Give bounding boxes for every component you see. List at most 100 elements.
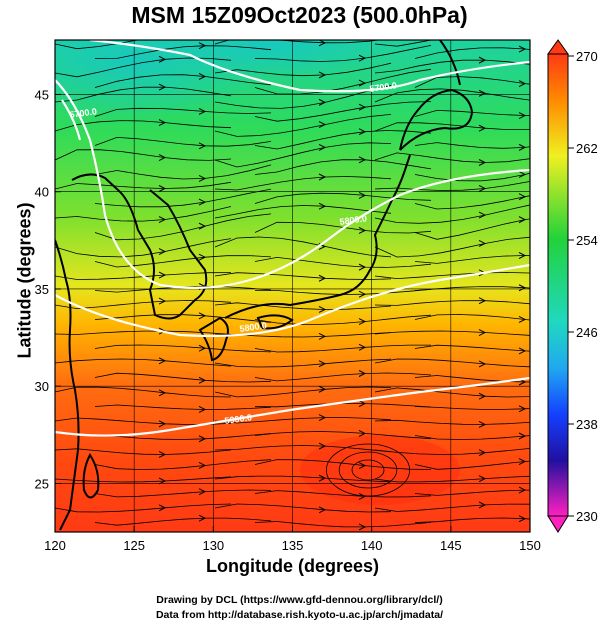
credit-drawing: Drawing by DCL (https://www.gfd-dennou.o… <box>156 594 443 606</box>
flow-arrowhead <box>198 344 207 352</box>
flow-arrowhead <box>318 98 327 106</box>
swirl-streamline <box>351 459 385 481</box>
coastline-shikoku <box>256 314 294 330</box>
flow-arrowhead <box>478 185 487 192</box>
flow-arrowhead <box>478 89 487 97</box>
streamline <box>414 76 530 88</box>
map-plot-area: 5700.0 5800.0 5700.0 5800.0 5900.0 <box>55 40 530 532</box>
flow-arrowhead <box>478 392 487 400</box>
flow-arrowhead <box>198 406 207 413</box>
flow-arrowhead <box>158 357 167 365</box>
height-contour-line <box>55 376 530 437</box>
flow-arrowhead <box>198 142 207 150</box>
flow-arrowhead <box>358 400 367 408</box>
coastline-korea <box>71 173 208 320</box>
streamline <box>414 314 530 321</box>
flow-arrowhead <box>198 376 207 384</box>
flow-arrowhead <box>358 79 367 87</box>
flow-arrowhead <box>478 159 487 166</box>
flow-arrowhead <box>518 171 527 178</box>
flow-arrowhead <box>198 175 207 182</box>
streamline <box>55 238 232 258</box>
streamline <box>374 419 530 425</box>
streamline <box>55 358 232 367</box>
flow-arrowhead <box>478 211 487 219</box>
streamline <box>214 302 392 310</box>
flow-arrowhead <box>518 316 527 323</box>
coastline-taiwan <box>82 453 100 499</box>
flow-arrowhead <box>158 185 167 192</box>
streamline <box>254 192 432 204</box>
streamline <box>254 256 432 268</box>
streamline <box>374 387 530 398</box>
flow-arrowhead <box>318 40 327 47</box>
grid-lines <box>55 40 530 532</box>
flow-arrowhead <box>318 385 327 393</box>
flow-arrowhead <box>318 121 327 128</box>
flow-arrowhead <box>198 488 207 496</box>
flow-arrowhead <box>198 198 207 206</box>
y-tick-label: 25 <box>35 476 49 491</box>
streamline <box>374 272 530 280</box>
streamline <box>94 74 272 88</box>
streamline <box>254 344 431 353</box>
streamline <box>414 489 530 496</box>
flow-arrowhead <box>478 56 487 64</box>
flow-arrowhead <box>158 216 167 223</box>
flow-arrowhead <box>518 432 527 440</box>
streamline <box>414 435 530 440</box>
streamline <box>374 236 530 258</box>
streamline <box>254 521 432 528</box>
flow-arrowhead <box>358 492 367 500</box>
coastline-sakhalin <box>439 40 461 86</box>
flow-arrowhead <box>318 360 327 368</box>
streamline <box>55 206 232 222</box>
x-tick-label: 150 <box>519 538 541 553</box>
streamline <box>94 489 272 498</box>
y-tick-label: 45 <box>35 87 49 102</box>
streamline <box>414 255 530 264</box>
streamline <box>214 114 392 137</box>
coastline-kyushu <box>198 316 229 362</box>
streamline <box>414 460 530 470</box>
streamline <box>414 195 530 210</box>
contour-label: 5900.0 <box>224 412 253 426</box>
flow-arrowhead <box>158 504 167 512</box>
flow-arrowhead <box>478 240 487 247</box>
flow-arrowhead <box>518 45 527 53</box>
flow-arrowhead <box>478 360 487 368</box>
flow-arrowhead <box>318 202 327 210</box>
flow-arrowhead <box>358 227 367 234</box>
flow-arrowhead <box>518 347 527 355</box>
credit-data: Data from http://database.rish.kyoto-u.a… <box>155 609 444 621</box>
streamline <box>214 386 392 398</box>
flow-arrowhead <box>158 420 167 428</box>
flow-arrowhead <box>318 474 327 482</box>
flow-arrowhead <box>358 430 367 437</box>
streamline <box>374 358 530 368</box>
flow-arrowhead <box>158 389 167 397</box>
x-tick-label: 130 <box>202 538 224 553</box>
streamline <box>214 475 392 483</box>
flow-arrowhead <box>318 506 327 514</box>
flow-arrowhead <box>198 253 207 261</box>
flow-arrowhead <box>198 42 207 50</box>
colorbar-bottom-arrow <box>547 515 569 533</box>
flow-arrowhead <box>318 442 327 450</box>
coastline-hokkaido <box>399 88 474 151</box>
flow-arrowhead <box>318 306 327 313</box>
flow-arrowhead <box>198 435 207 443</box>
streamline <box>414 344 530 352</box>
streamline <box>55 40 140 50</box>
flow-arrowhead <box>318 332 327 340</box>
streamline <box>374 475 530 483</box>
flow-arrowhead <box>478 475 487 483</box>
streamline <box>254 314 432 325</box>
streamline <box>374 448 530 455</box>
flow-arrowhead <box>518 405 527 413</box>
swirl-streamline <box>325 443 410 497</box>
streamline <box>374 88 530 103</box>
x-axis-ticks: 120 125 130 135 140 145 150 <box>44 526 541 553</box>
flow-arrowhead <box>518 143 527 151</box>
colorbar-tick-label: 246 <box>576 325 598 340</box>
